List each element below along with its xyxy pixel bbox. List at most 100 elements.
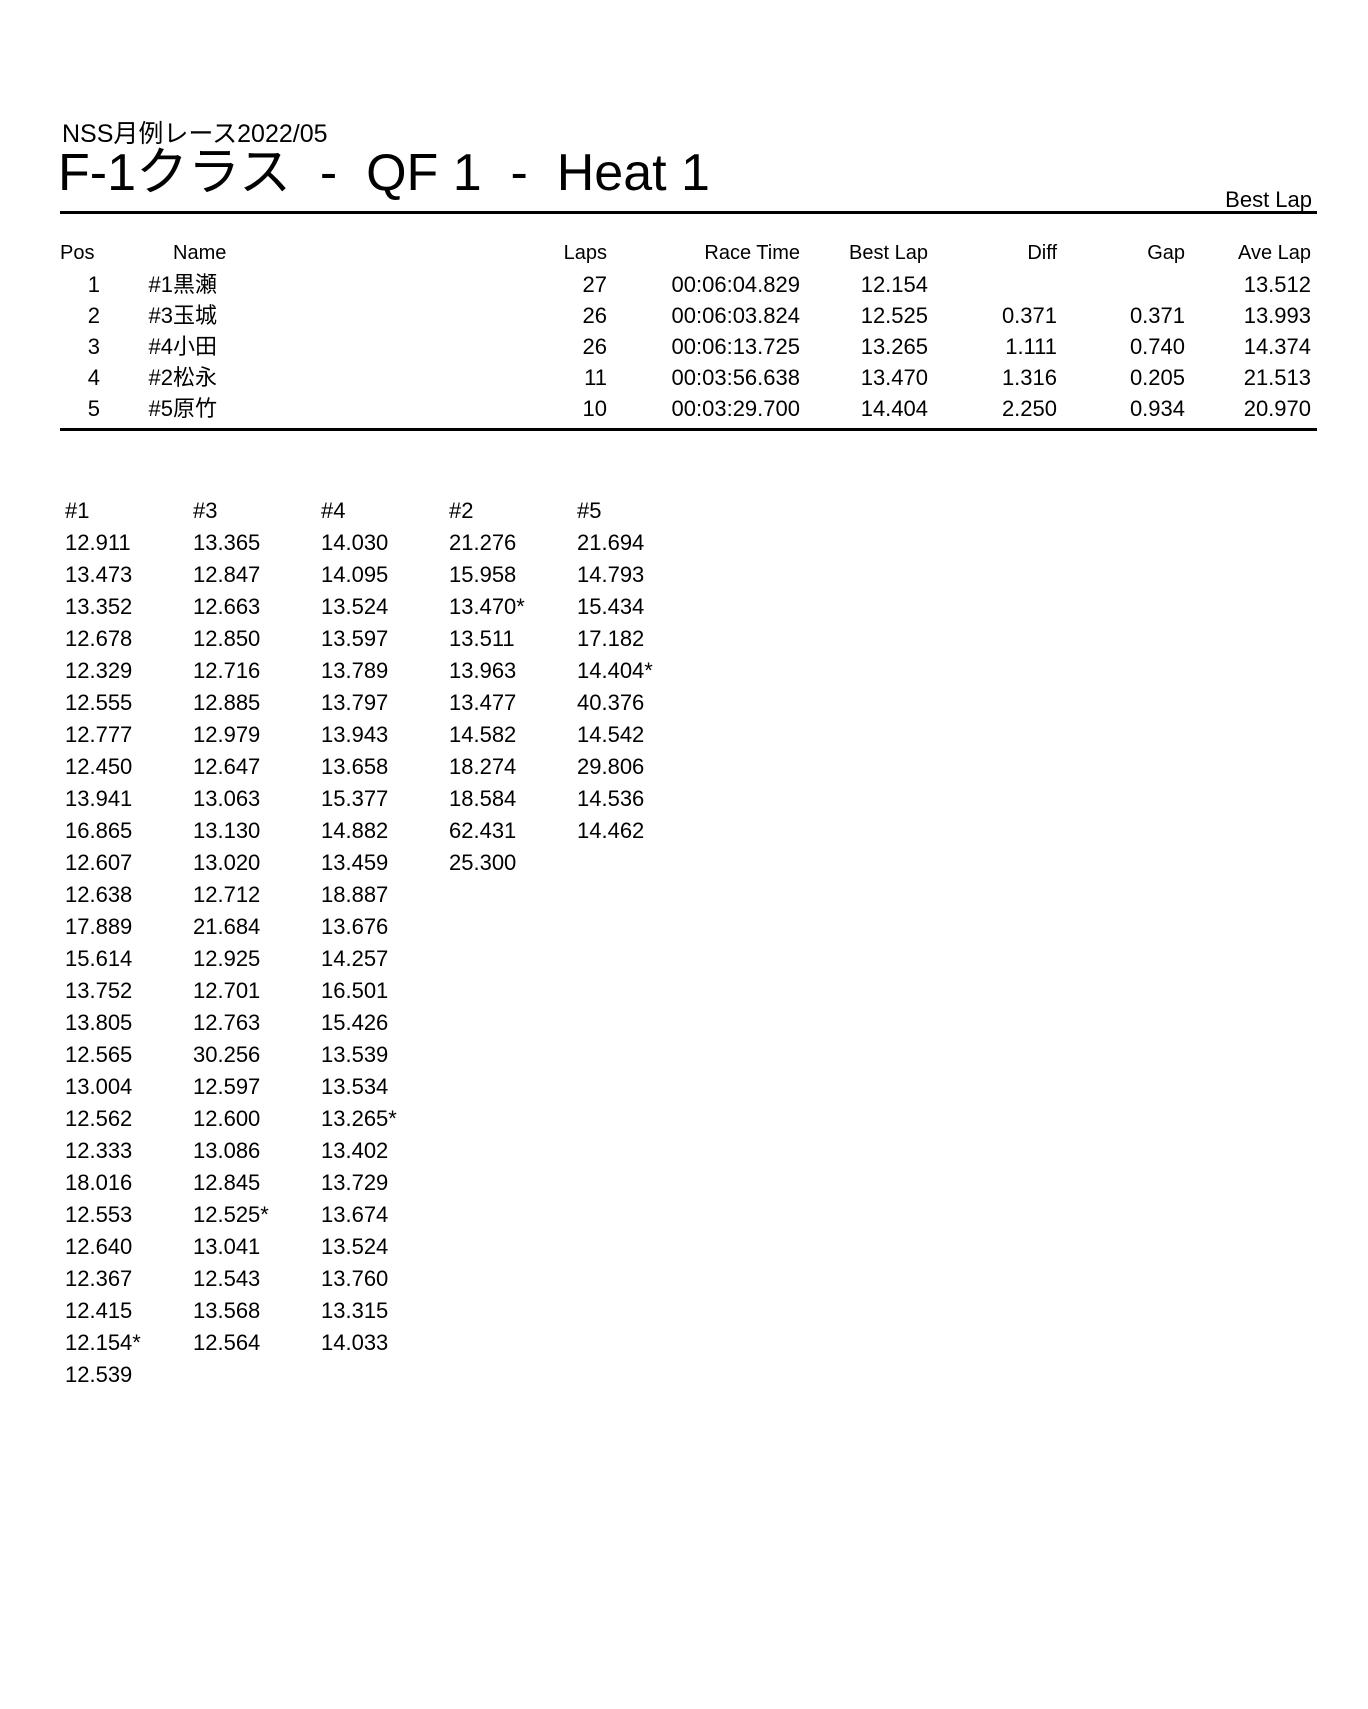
lap-time: 14.095 [321, 562, 389, 587]
lap-time: 17.182 [577, 626, 645, 651]
results-cell-pos: 4 [87, 365, 100, 390]
header-car [100, 238, 173, 269]
lap-time: 15.958 [449, 562, 517, 587]
lap-time: 18.274 [449, 754, 517, 779]
lap-time: 12.597 [193, 1074, 261, 1099]
results-table-body: 1 #1 黒瀬 27 00:06:04.829 12.154 13.512 2 #3 玉城 26 00… [60, 269, 1317, 424]
lap-time: 13.729 [321, 1170, 389, 1195]
lap-time: 13.459 [321, 850, 389, 875]
lap-time: 12.565 [65, 1042, 133, 1067]
lap-time: 21.694 [577, 530, 645, 555]
results-cell-spacer [1311, 269, 1317, 300]
lap-time: 13.534 [321, 1074, 389, 1099]
results-row: 1 #1 黒瀬 27 00:06:04.829 12.154 13.512 [60, 269, 1317, 300]
results-cell-gap: 0.934 [1129, 396, 1185, 421]
lap-time: 12.367 [65, 1266, 133, 1291]
lap-time: 13.352 [65, 594, 133, 619]
results-cell-pos: 3 [87, 334, 100, 359]
lap-column-header: #2 [449, 498, 474, 523]
lap-time: 12.539 [65, 1362, 133, 1387]
header-diff: Diff [1027, 242, 1057, 264]
results-cell-laps: 11 [584, 365, 607, 390]
results-cell-gap: 0.205 [1129, 365, 1185, 390]
results-row: 2 #3 玉城 26 00:06:03.824 12.525 0.371 0.371 13.99… [60, 300, 1317, 331]
lap-time: 12.525* [193, 1202, 269, 1227]
results-cell-race_time: 00:06:04.829 [671, 272, 800, 297]
lap-column-header: #4 [321, 498, 346, 523]
lap-time: 13.752 [65, 978, 133, 1003]
lap-time: 14.462 [577, 818, 645, 843]
lap-time: 12.647 [193, 754, 261, 779]
lap-column: #3 13.365 12.847 12.663 12.850 12.716 12.885 12… [193, 495, 321, 1391]
results-cell-gap [1057, 269, 1185, 300]
results-cell-laps: 27 [582, 272, 607, 297]
lap-time: 13.524 [321, 594, 389, 619]
lap-time: 12.640 [65, 1234, 133, 1259]
lap-time: 12.555 [65, 690, 133, 715]
lap-time: 12.638 [65, 882, 133, 907]
results-cell-pos: 2 [87, 303, 100, 328]
results-cell-ave_lap: 20.970 [1243, 396, 1311, 421]
lap-time: 13.473 [65, 562, 133, 587]
results-cell-name: 黒瀬 [173, 272, 218, 297]
lap-time: 13.963 [449, 658, 517, 683]
header-ave-lap: Ave Lap [1237, 242, 1311, 264]
results-table: Pos Name Laps Race Time Best Lap Diff Ga… [60, 238, 1317, 424]
results-cell-spacer [1311, 300, 1317, 331]
lap-time: 14.582 [449, 722, 517, 747]
results-cell-name: 小田 [173, 334, 218, 359]
lap-time: 12.777 [65, 722, 133, 747]
lap-time: 15.377 [321, 786, 389, 811]
lap-time: 12.845 [193, 1170, 261, 1195]
lap-time: 12.678 [65, 626, 133, 651]
results-cell-best_lap: 12.154 [860, 272, 928, 297]
lap-time: 12.154* [65, 1330, 141, 1355]
event-title: NSS月例レース2022/05 [62, 120, 328, 148]
header-best-lap: Best Lap [849, 242, 928, 264]
lap-time: 12.553 [65, 1202, 133, 1227]
lap-time: 12.333 [65, 1138, 133, 1163]
lap-time: 15.426 [321, 1010, 389, 1035]
lap-time: 12.979 [193, 722, 261, 747]
lap-time: 12.763 [193, 1010, 261, 1035]
results-cell-diff: 0.371 [1001, 303, 1057, 328]
lap-time: 12.701 [193, 978, 261, 1003]
header-spacer [1311, 238, 1317, 269]
lap-time: 16.865 [65, 818, 133, 843]
results-row: 4 #2 松永 11 00:03:56.638 13.470 1.316 0.205 21.51… [60, 362, 1317, 393]
lap-column-header: #5 [577, 498, 602, 523]
lap-time: 13.597 [321, 626, 389, 651]
results-cell-race_time: 00:03:29.700 [671, 396, 800, 421]
results-cell-race_time: 00:06:03.824 [671, 303, 800, 328]
lap-time: 13.760 [321, 1266, 389, 1291]
results-cell-race_time: 00:06:13.725 [671, 334, 800, 359]
lap-column: #4 14.030 14.095 13.524 13.597 13.789 13.797 13… [321, 495, 449, 1391]
results-row: 3 #4 小田 26 00:06:13.725 13.265 1.111 0.740 14.37… [60, 331, 1317, 362]
lap-time: 13.674 [321, 1202, 389, 1227]
results-cell-gap: 0.740 [1129, 334, 1185, 359]
results-cell-car: #5 [148, 396, 173, 421]
lap-time: 29.806 [577, 754, 645, 779]
lap-time: 12.847 [193, 562, 261, 587]
results-cell-name: 玉城 [173, 303, 218, 328]
results-cell-laps: 26 [582, 334, 607, 359]
lap-time: 13.063 [193, 786, 261, 811]
lap-time: 13.365 [193, 530, 261, 555]
lap-time: 13.086 [193, 1138, 261, 1163]
lap-time: 13.524 [321, 1234, 389, 1259]
lap-time: 14.030 [321, 530, 389, 555]
lap-time: 13.539 [321, 1042, 389, 1067]
lap-time: 13.041 [193, 1234, 261, 1259]
title-divider [60, 211, 1317, 214]
lap-time: 13.020 [193, 850, 261, 875]
results-header-row: Pos Name Laps Race Time Best Lap Diff Ga… [60, 238, 1317, 269]
header-gap: Gap [1147, 242, 1185, 264]
lap-time: 13.676 [321, 914, 389, 939]
lap-time: 21.276 [449, 530, 517, 555]
lap-time: 14.404* [577, 658, 653, 683]
lap-time: 12.450 [65, 754, 133, 779]
results-cell-ave_lap: 21.513 [1243, 365, 1311, 390]
results-cell-best_lap: 14.404 [860, 396, 928, 421]
lap-time: 14.793 [577, 562, 645, 587]
